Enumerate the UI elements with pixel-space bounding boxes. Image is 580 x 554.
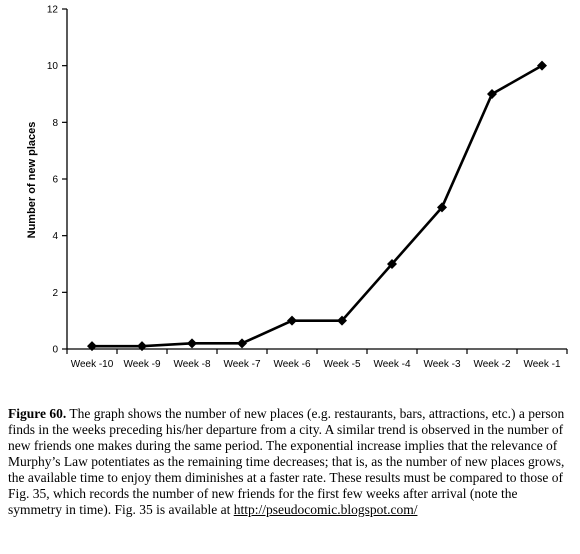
data-point xyxy=(537,60,547,71)
caption-link[interactable]: http://pseudocomic.blogspot.com/ xyxy=(233,502,418,517)
y-tick-label: 4 xyxy=(52,231,58,242)
series-path xyxy=(92,64,543,348)
data-point xyxy=(87,341,97,352)
x-axis: Week -10 Week -9 Week -8 Week -7 Week -6 Week… xyxy=(66,348,568,370)
data-point xyxy=(137,341,147,352)
y-tick-label: 10 xyxy=(47,61,59,72)
figure-caption: Figure 60. The graph shows the number of… xyxy=(8,406,574,518)
x-tick-label: Week -9 xyxy=(123,359,160,370)
x-tick-label: Week -7 xyxy=(223,359,260,370)
y-tick-label: 12 xyxy=(47,5,59,16)
y-tick-label: 2 xyxy=(52,288,58,299)
y-tick-label: 0 xyxy=(52,345,58,356)
x-tick-label: Week -6 xyxy=(273,359,310,370)
x-tick-label: Week -4 xyxy=(373,359,410,370)
figure-label: Figure 60. xyxy=(8,406,67,421)
data-point xyxy=(287,315,297,326)
y-axis-label: Number of new places xyxy=(26,122,38,239)
y-axis: 0 2 4 6 8 10 12 xyxy=(47,5,68,356)
x-tick-label: Week -2 xyxy=(473,359,510,370)
y-tick-label: 8 xyxy=(52,118,58,129)
data-point xyxy=(387,259,397,269)
x-tick-label: Week -8 xyxy=(173,359,210,370)
x-tick-label: Week -5 xyxy=(323,359,360,370)
data-point xyxy=(437,202,447,213)
x-tick-label: Week -10 xyxy=(71,359,114,370)
y-tick-label: 6 xyxy=(52,175,58,186)
data-point xyxy=(187,338,197,349)
data-point xyxy=(487,89,497,99)
caption-text: The graph shows the number of new places… xyxy=(8,406,565,517)
x-tick-label: Week -1 xyxy=(523,359,560,370)
series-line xyxy=(87,60,547,352)
x-tick-label: Week -3 xyxy=(423,359,460,370)
data-point xyxy=(237,338,247,349)
data-point xyxy=(337,315,347,326)
